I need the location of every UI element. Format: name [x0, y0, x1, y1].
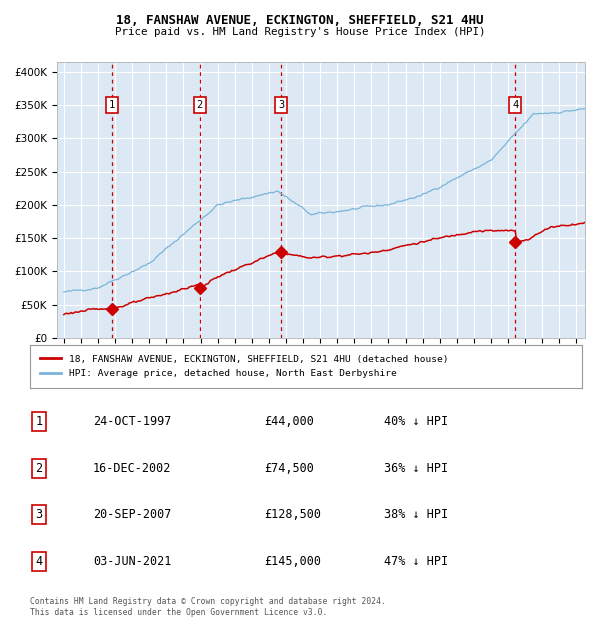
Text: £145,000: £145,000: [264, 555, 321, 567]
Text: £128,500: £128,500: [264, 508, 321, 521]
Text: 4: 4: [512, 100, 518, 110]
Text: £74,500: £74,500: [264, 462, 314, 474]
Text: 03-JUN-2021: 03-JUN-2021: [93, 555, 172, 567]
Text: 36% ↓ HPI: 36% ↓ HPI: [384, 462, 448, 474]
Text: £44,000: £44,000: [264, 415, 314, 428]
Text: 38% ↓ HPI: 38% ↓ HPI: [384, 508, 448, 521]
Text: 4: 4: [35, 555, 43, 567]
Text: Price paid vs. HM Land Registry's House Price Index (HPI): Price paid vs. HM Land Registry's House …: [115, 27, 485, 37]
Text: 20-SEP-2007: 20-SEP-2007: [93, 508, 172, 521]
Text: 24-OCT-1997: 24-OCT-1997: [93, 415, 172, 428]
Text: 1: 1: [35, 415, 43, 428]
Text: Contains HM Land Registry data © Crown copyright and database right 2024.
This d: Contains HM Land Registry data © Crown c…: [30, 598, 386, 617]
Text: 3: 3: [35, 508, 43, 521]
Text: 1: 1: [109, 100, 115, 110]
Text: 2: 2: [197, 100, 203, 110]
Text: 2: 2: [35, 462, 43, 474]
Text: 18, FANSHAW AVENUE, ECKINGTON, SHEFFIELD, S21 4HU: 18, FANSHAW AVENUE, ECKINGTON, SHEFFIELD…: [116, 14, 484, 27]
Text: 40% ↓ HPI: 40% ↓ HPI: [384, 415, 448, 428]
Text: 16-DEC-2002: 16-DEC-2002: [93, 462, 172, 474]
Text: 47% ↓ HPI: 47% ↓ HPI: [384, 555, 448, 567]
Text: 3: 3: [278, 100, 284, 110]
Legend: 18, FANSHAW AVENUE, ECKINGTON, SHEFFIELD, S21 4HU (detached house), HPI: Average: 18, FANSHAW AVENUE, ECKINGTON, SHEFFIELD…: [35, 349, 454, 384]
